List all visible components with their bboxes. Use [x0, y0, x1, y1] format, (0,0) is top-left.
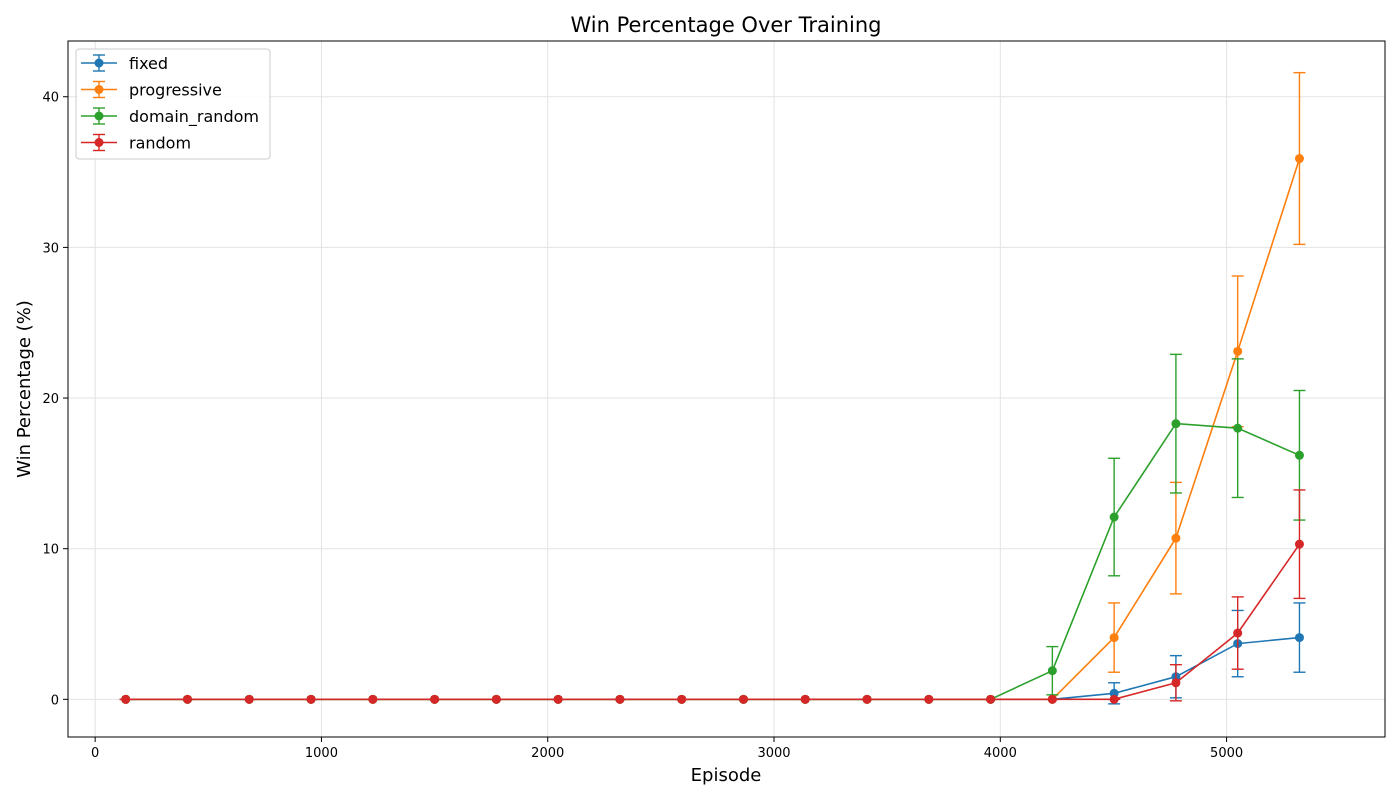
x-axis-label: Episode	[691, 765, 762, 786]
x-tick-label: 5000	[1210, 746, 1243, 761]
data-point	[862, 694, 872, 704]
data-point	[1171, 419, 1181, 429]
legend-entry-fixed: fixed	[81, 54, 168, 73]
y-tick-label: 10	[42, 543, 59, 558]
legend-label: progressive	[129, 81, 222, 100]
data-point	[1109, 633, 1119, 643]
y-tick-label: 40	[42, 91, 59, 106]
data-point	[182, 694, 192, 704]
y-tick-label: 20	[42, 392, 59, 407]
data-point	[306, 694, 316, 704]
y-tick-label: 0	[51, 693, 59, 708]
series-layer	[119, 71, 1306, 705]
data-point	[368, 694, 378, 704]
data-point	[1294, 633, 1304, 643]
x-tick-label: 2000	[531, 746, 564, 761]
data-point	[738, 694, 748, 704]
x-tick-label: 4000	[984, 746, 1017, 761]
legend-entry-random: random	[81, 134, 191, 153]
y-axis-label: Win Percentage (%)	[14, 300, 35, 478]
data-point	[986, 694, 996, 704]
data-point	[244, 694, 254, 704]
data-point	[677, 694, 687, 704]
x-tick-label: 3000	[757, 746, 790, 761]
x-tick-label: 1000	[305, 746, 338, 761]
data-point	[1171, 678, 1181, 688]
data-point	[1233, 628, 1243, 638]
data-point	[1109, 512, 1119, 522]
data-point	[121, 694, 131, 704]
grid	[68, 41, 1385, 737]
plot-frame	[67, 40, 1386, 738]
data-point	[1171, 533, 1181, 543]
legend-label: random	[129, 134, 191, 153]
series-random	[119, 489, 1306, 704]
data-point	[1233, 346, 1243, 356]
legend-label: fixed	[129, 54, 168, 73]
data-point	[491, 694, 501, 704]
data-point	[1294, 154, 1304, 164]
legend-label: domain_random	[129, 107, 259, 127]
data-point	[1109, 694, 1119, 704]
data-point	[1294, 539, 1304, 549]
legend-entry-domain-random: domain_random	[81, 107, 259, 127]
series-line	[125, 543, 1301, 701]
data-point	[1047, 694, 1057, 704]
data-point	[1047, 666, 1057, 676]
data-point	[430, 694, 440, 704]
legend-marker	[94, 111, 104, 121]
y-tick-label: 30	[42, 241, 59, 256]
data-point	[800, 694, 810, 704]
legend-marker	[94, 138, 104, 147]
axis-ticks: 0 1000 2000 3000 4000 5000 0 10 20 30 40	[42, 91, 1243, 761]
legend-marker	[94, 58, 104, 68]
data-point	[553, 694, 563, 704]
data-point	[924, 694, 934, 704]
chart-title: Win Percentage Over Training	[571, 13, 882, 37]
data-point	[1233, 423, 1243, 433]
legend-entry-progressive: progressive	[81, 81, 222, 100]
legend-marker	[94, 85, 104, 94]
data-point	[615, 694, 625, 704]
data-point	[1294, 450, 1304, 460]
legend-box	[75, 48, 271, 160]
x-tick-label: 0	[91, 746, 99, 761]
